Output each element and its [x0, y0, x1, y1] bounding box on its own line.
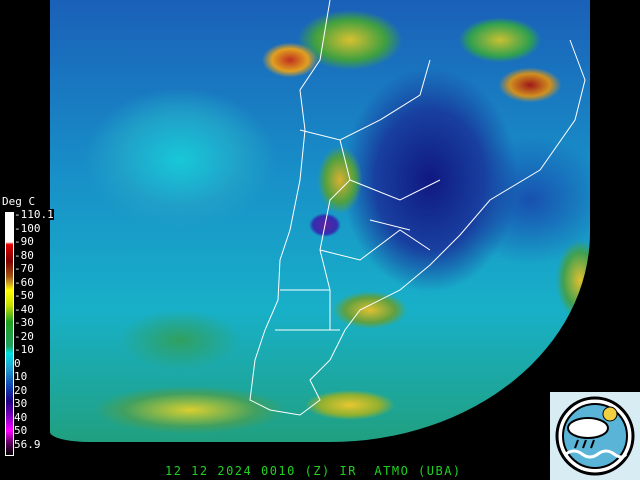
colorbar-tick-label: -110.1	[14, 208, 54, 221]
image-caption: 12 12 2024 0010 (Z) IR ATMO (UBA)	[165, 464, 462, 478]
colorbar-tick-label: 30	[14, 397, 28, 410]
border-line	[275, 219, 411, 331]
colorbar-tick-label: -100	[14, 222, 41, 235]
colorbar-tick-label: -20	[14, 330, 34, 343]
colorbar-tick-label: 10	[14, 370, 28, 383]
colorbar-tick-label: 50	[14, 424, 28, 437]
colorbar-tick-label: -40	[14, 303, 34, 316]
colorbar-tick-label: -80	[14, 249, 34, 262]
colorbar-tick-label: 40	[14, 411, 28, 424]
satellite-ir-image	[50, 0, 590, 442]
colorbar-tick-label: -70	[14, 262, 34, 275]
colorbar-tick-label: -90	[14, 235, 34, 248]
colorbar-tick-label: -60	[14, 276, 34, 289]
colorbar-tick-label: 56.9	[14, 438, 41, 451]
colorbar-tick-label: 20	[14, 384, 28, 397]
border-line	[299, 59, 441, 330]
south-america-coastline	[249, 0, 586, 416]
colorbar-tick-label: -30	[14, 316, 34, 329]
colorbar-tick-label: 0	[14, 357, 21, 370]
colorbar-tick-label: -10	[14, 343, 34, 356]
colorbar-unit: Deg C	[2, 195, 36, 208]
colorbar-tick-label: -50	[14, 289, 34, 302]
atmo-uba-logo-icon	[550, 392, 640, 480]
temperature-colorbar	[5, 212, 14, 456]
